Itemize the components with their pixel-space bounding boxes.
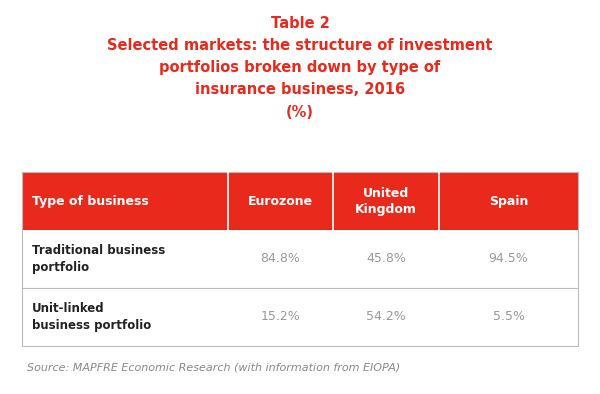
Text: 15.2%: 15.2% (260, 310, 301, 323)
Text: Spain: Spain (489, 195, 528, 208)
Text: Source: MAPFRE Economic Research (with information from EIOPA): Source: MAPFRE Economic Research (with i… (27, 363, 400, 373)
Text: Unit-linked
business portfolio: Unit-linked business portfolio (32, 302, 151, 332)
Text: Table 2: Table 2 (271, 16, 329, 31)
Bar (22, 172, 578, 230)
Text: 54.2%: 54.2% (367, 310, 406, 323)
Text: Traditional business
portfolio: Traditional business portfolio (32, 244, 165, 274)
Text: Type of business: Type of business (32, 195, 149, 208)
Text: portfolios broken down by type of: portfolios broken down by type of (160, 60, 440, 75)
Text: insurance business, 2016: insurance business, 2016 (195, 82, 405, 97)
Text: Selected markets: the structure of investment: Selected markets: the structure of inves… (107, 38, 493, 53)
Text: 45.8%: 45.8% (366, 253, 406, 266)
Text: (%): (%) (286, 105, 314, 120)
Text: 84.8%: 84.8% (260, 253, 301, 266)
Text: 5.5%: 5.5% (493, 310, 524, 323)
Text: United
Kingdom: United Kingdom (355, 186, 417, 216)
Text: Eurozone: Eurozone (248, 195, 313, 208)
Text: 94.5%: 94.5% (488, 253, 529, 266)
